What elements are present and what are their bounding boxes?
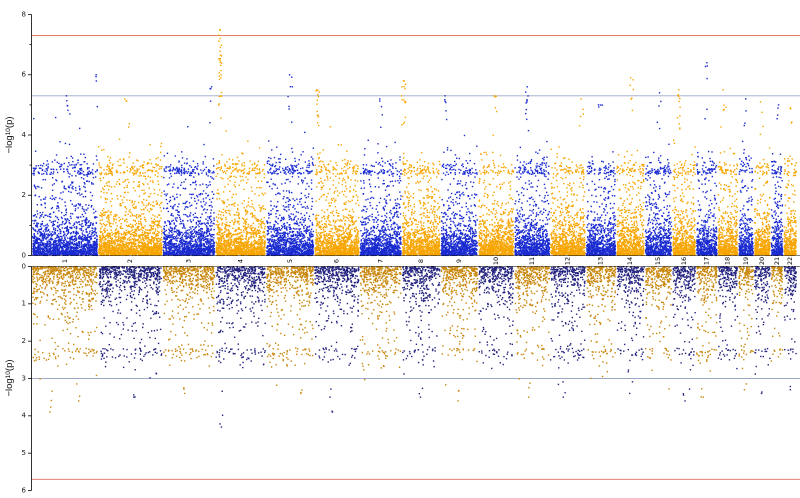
manhattan-plot-canvas [0,0,800,498]
mirrored-manhattan-figure: −log 10 (p) −log 10 (p) [0,0,800,498]
